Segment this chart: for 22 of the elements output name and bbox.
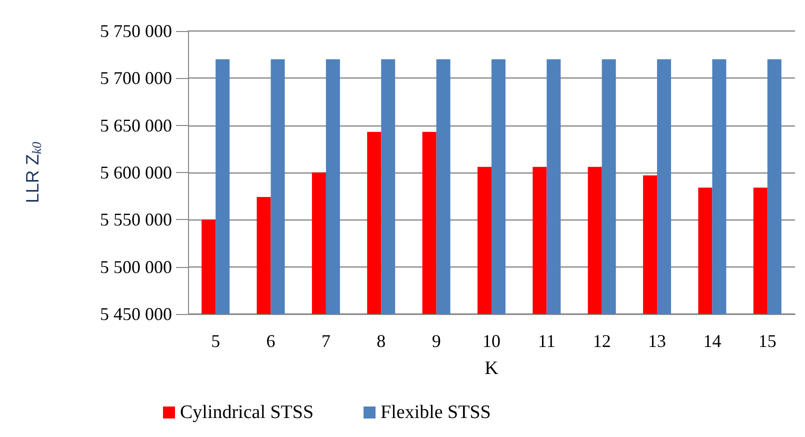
x-tick-label: 5 <box>211 331 220 351</box>
x-tick-label: 15 <box>758 331 776 351</box>
x-tick-label: 13 <box>648 331 666 351</box>
y-tick-label: 5 550 000 <box>100 210 172 230</box>
x-tick-label: 12 <box>592 331 611 351</box>
x-tick-label: 8 <box>376 331 386 351</box>
y-tick-label: 5 600 000 <box>100 162 172 182</box>
x-tick-label: 10 <box>482 331 500 351</box>
y-tick-label: 5 650 000 <box>100 115 172 136</box>
y-axis-title: LLR Zk0 <box>22 141 44 204</box>
y-tick-label: 5 750 000 <box>100 21 172 41</box>
x-tick-label: 6 <box>266 331 276 351</box>
y-tick-label: 5 500 000 <box>100 256 172 277</box>
y-tick-label: 5 450 000 <box>100 304 172 324</box>
x-tick-label: 14 <box>703 331 722 351</box>
legend-label: Cylindrical STSS <box>180 402 314 423</box>
x-tick-label: 9 <box>432 331 441 351</box>
y-tick-label: 5 700 000 <box>100 68 172 88</box>
x-tick-label: 11 <box>538 331 556 351</box>
legend-label: Flexible STSS <box>380 402 491 423</box>
x-axis-title: K <box>484 358 499 379</box>
x-tick-label: 7 <box>321 331 330 351</box>
